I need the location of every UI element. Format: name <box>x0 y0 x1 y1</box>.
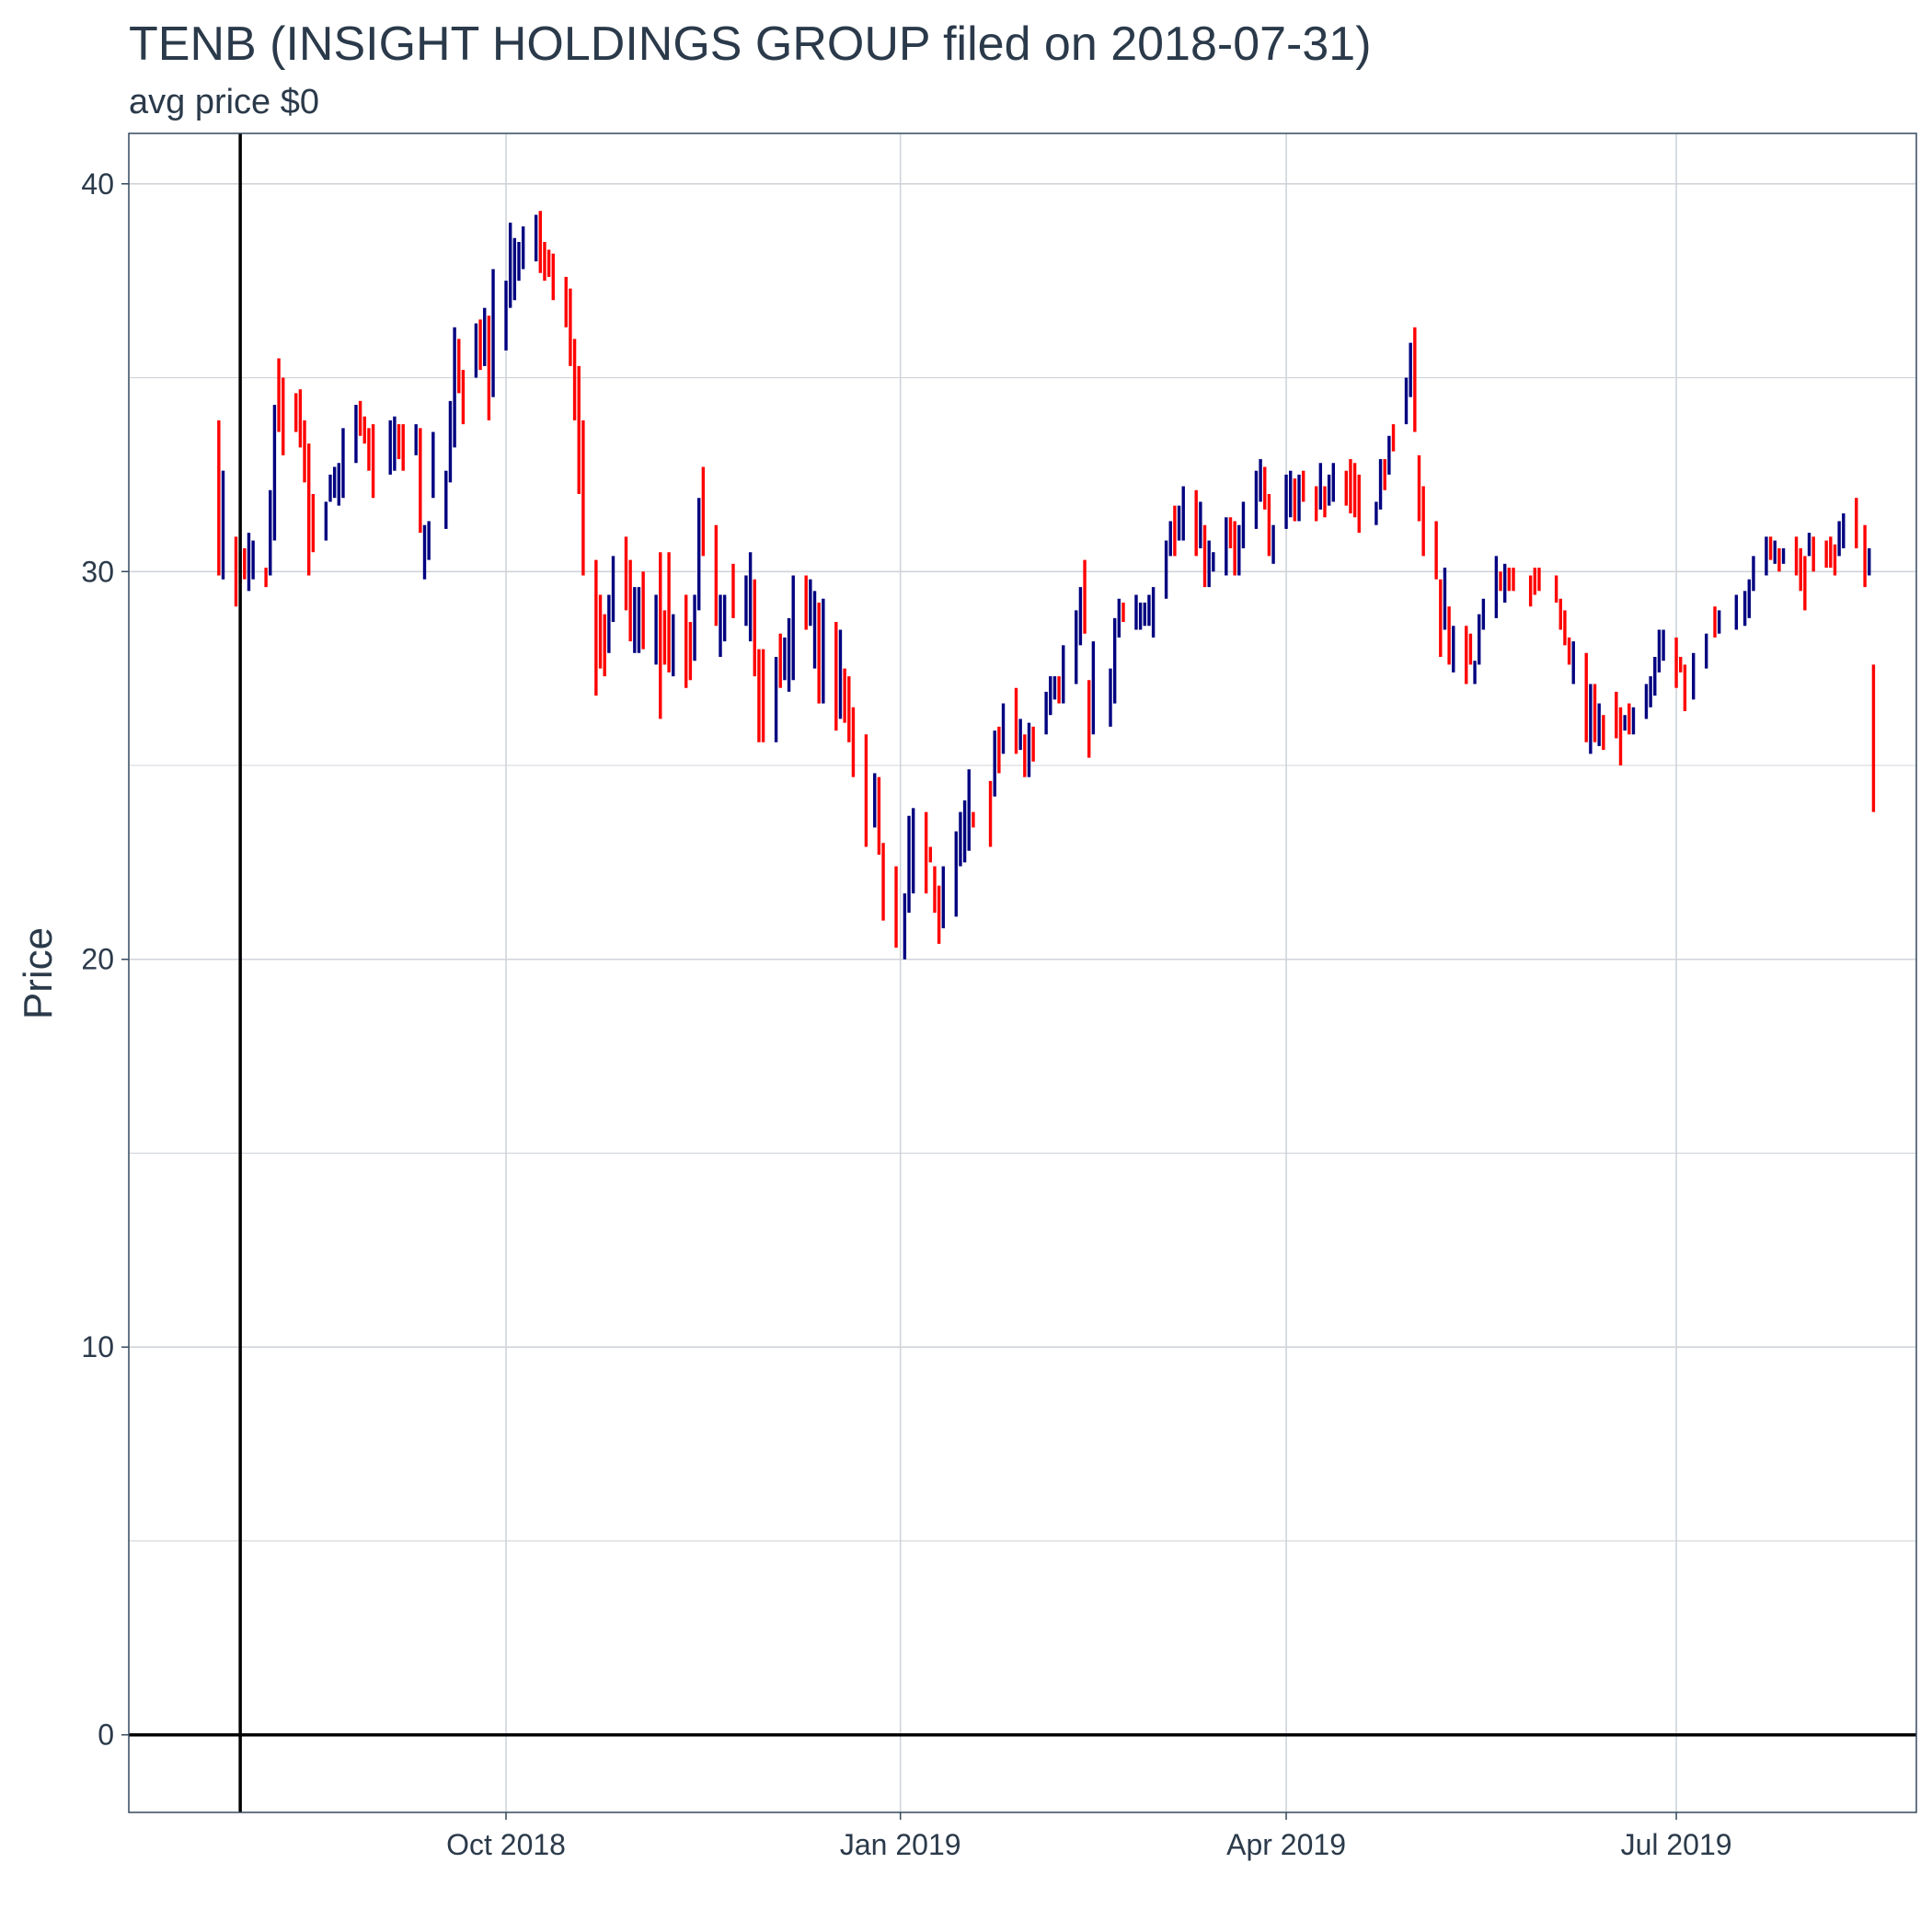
y-tick-label: 40 <box>81 167 114 201</box>
x-tick-label: Apr 2019 <box>1226 1828 1346 1861</box>
y-tick-label: 10 <box>81 1330 114 1363</box>
ohlc-bars <box>217 211 1876 960</box>
plot-panel-border <box>128 132 1917 1813</box>
chart-subtitle: avg price $0 <box>129 83 320 121</box>
y-tick-label: 30 <box>81 555 114 588</box>
x-tick-label: Jul 2019 <box>1621 1828 1732 1861</box>
x-axis-ticks: Oct 2018 Jan 2019 Apr 2019 Jul 2019 <box>446 1812 1732 1861</box>
y-tick-label: 20 <box>81 943 114 976</box>
x-tick-label: Oct 2018 <box>446 1828 566 1861</box>
y-tick-label: 0 <box>98 1719 114 1752</box>
grid-lines <box>129 133 1916 1812</box>
chart-title: TENB (INSIGHT HOLDINGS GROUP filed on 20… <box>129 17 1372 71</box>
reference-lines <box>129 133 1916 1812</box>
y-axis-label: Price <box>16 927 61 1019</box>
x-tick-label: Jan 2019 <box>840 1828 961 1861</box>
y-axis-ticks: 0 10 20 30 40 <box>81 167 129 1752</box>
